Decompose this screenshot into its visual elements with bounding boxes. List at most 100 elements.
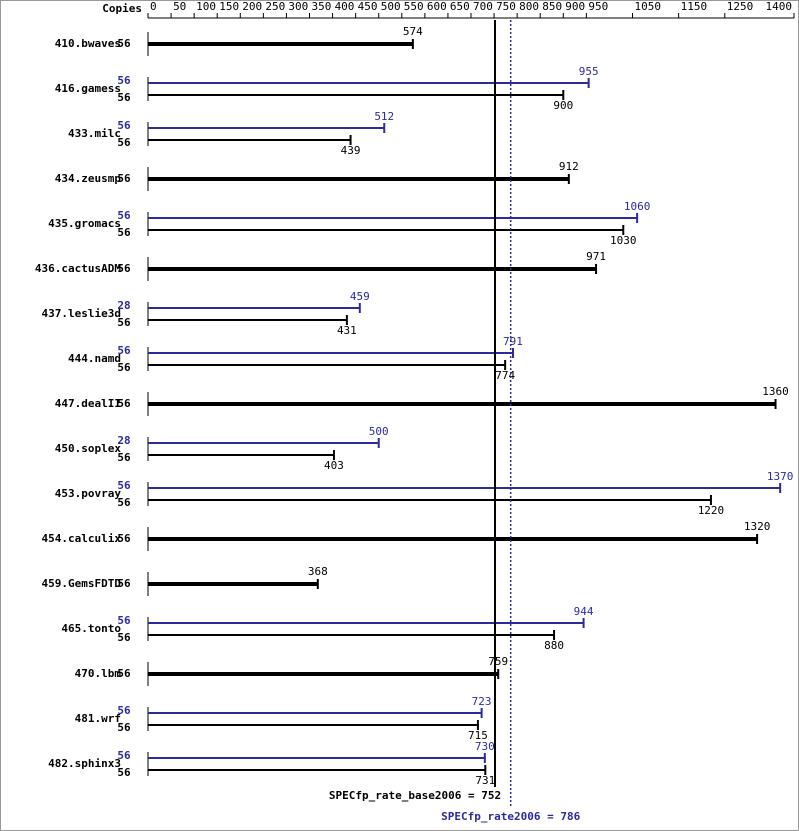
x-tick-label: 850 <box>542 0 562 13</box>
x-tick-label: 100 <box>196 0 216 13</box>
bar <box>148 442 379 444</box>
bar <box>148 94 564 96</box>
x-tick-label: 150 <box>219 0 239 13</box>
benchmark-name: 459.GemsFDTD <box>42 577 122 590</box>
x-tick-label: 1400 <box>766 0 793 13</box>
base-value-label: 1320 <box>744 520 771 533</box>
base-value-label: 439 <box>341 144 361 157</box>
base-copies: 56 <box>117 37 131 50</box>
base-copies: 56 <box>117 262 131 275</box>
x-tick-label: 450 <box>358 0 378 13</box>
base-copies: 56 <box>117 316 131 329</box>
x-tick-label: 700 <box>473 0 493 13</box>
x-tick-label: 900 <box>565 0 585 13</box>
x-tick-label: 50 <box>173 0 186 13</box>
peak-copies: 56 <box>117 749 131 762</box>
base-value-label: 403 <box>324 459 344 472</box>
peak-value-label: 459 <box>350 290 370 303</box>
x-tick-label: 550 <box>404 0 424 13</box>
bar <box>148 267 597 271</box>
x-tick-label: 1150 <box>681 0 708 13</box>
peak-copies: 56 <box>117 704 131 717</box>
bar <box>148 217 638 219</box>
base-value-label: 715 <box>468 729 488 742</box>
x-tick-label: 1050 <box>635 0 662 13</box>
base-value-label: 1030 <box>610 234 637 247</box>
peak-copies: 56 <box>117 209 131 222</box>
base-value-label: 774 <box>495 369 515 382</box>
bar <box>148 537 758 541</box>
peak-copies: 56 <box>117 74 131 87</box>
peak-value-label: 512 <box>374 110 394 123</box>
copies-header: Copies <box>102 2 142 15</box>
base-copies: 56 <box>117 226 131 239</box>
benchmark-name: 435.gromacs <box>48 217 121 230</box>
bar <box>148 319 347 321</box>
benchmark-name: 434.zeusmp <box>55 172 122 185</box>
x-tick-label: 750 <box>496 0 516 13</box>
base-value-label: 574 <box>403 25 423 38</box>
benchmark-name: 454.calculix <box>42 532 122 545</box>
peak-copies: 28 <box>117 434 130 447</box>
bar <box>148 177 569 181</box>
benchmark-name: 437.leslie3d <box>42 307 121 320</box>
base-value-label: 731 <box>475 774 495 787</box>
bar <box>148 487 781 489</box>
peak-copies: 56 <box>117 479 131 492</box>
x-tick-label: 400 <box>335 0 355 13</box>
x-tick-label: 600 <box>427 0 447 13</box>
base-value-label: 971 <box>586 250 606 263</box>
x-tick-label: 0 <box>150 0 157 13</box>
bar <box>148 724 478 726</box>
bar <box>148 757 485 759</box>
bar <box>148 307 360 309</box>
bar <box>148 454 334 456</box>
peak-value-label: 723 <box>472 695 492 708</box>
bar <box>148 402 776 406</box>
base-copies: 56 <box>117 577 131 590</box>
base-copies: 56 <box>117 496 131 509</box>
benchmark-name: 433.milc <box>68 127 121 140</box>
x-tick-label: 200 <box>242 0 262 13</box>
bar <box>148 672 499 676</box>
reference-label: SPECfp_rate2006 = 786 <box>441 810 580 823</box>
base-value-label: 912 <box>559 160 579 173</box>
base-value-label: 1220 <box>698 504 725 517</box>
benchmark-name: 444.namd <box>68 352 121 365</box>
peak-value-label: 791 <box>503 335 523 348</box>
x-tick-label: 1250 <box>727 0 754 13</box>
bar <box>148 352 513 354</box>
bar <box>148 364 506 366</box>
benchmark-name: 482.sphinx3 <box>48 757 121 770</box>
base-value-label: 880 <box>544 639 564 652</box>
x-tick-label: 950 <box>588 0 608 13</box>
reference-label: SPECfp_rate_base2006 = 752 <box>329 789 501 802</box>
peak-value-label: 944 <box>574 605 594 618</box>
bar <box>148 769 486 771</box>
benchmark-name: 447.dealII <box>55 397 121 410</box>
bar <box>148 127 385 129</box>
bar <box>148 82 589 84</box>
peak-copies: 56 <box>117 344 131 357</box>
x-tick-label: 650 <box>450 0 470 13</box>
base-value-label: 368 <box>308 565 328 578</box>
base-copies: 56 <box>117 667 131 680</box>
base-value-label: 1360 <box>762 385 789 398</box>
peak-value-label: 1060 <box>624 200 651 213</box>
x-tick-label: 300 <box>288 0 308 13</box>
peak-copies: 28 <box>117 299 130 312</box>
x-tick-label: 500 <box>381 0 401 13</box>
base-value-label: 431 <box>337 324 357 337</box>
benchmark-name: 450.soplex <box>55 442 122 455</box>
base-copies: 56 <box>117 532 131 545</box>
benchmark-name: 465.tonto <box>61 622 121 635</box>
bar <box>148 582 318 586</box>
base-copies: 56 <box>117 721 131 734</box>
bar <box>148 712 482 714</box>
peak-value-label: 500 <box>369 425 389 438</box>
base-copies: 56 <box>117 451 131 464</box>
benchmark-name: 453.povray <box>55 487 122 500</box>
bar <box>148 499 711 501</box>
benchmark-name: 436.cactusADM <box>35 262 121 275</box>
